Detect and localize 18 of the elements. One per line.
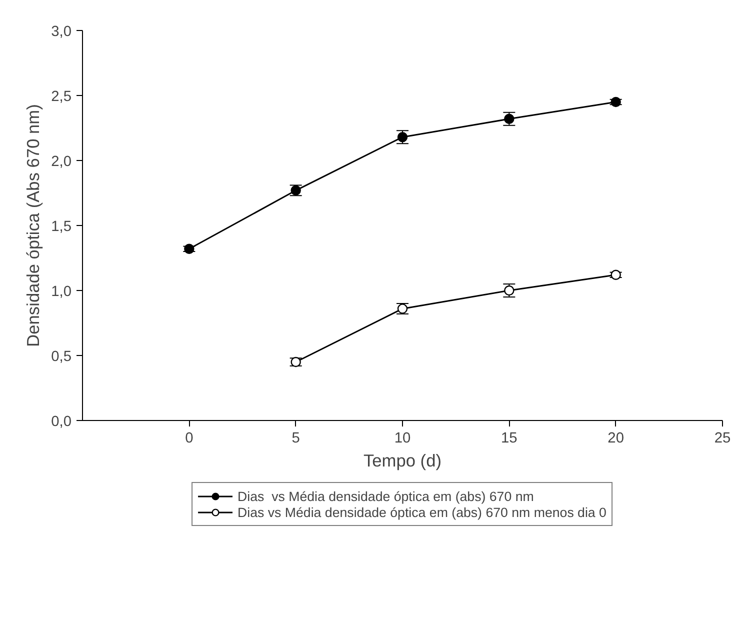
x-tick-label: 10 [394,430,411,446]
x-tick-label: 20 [608,430,624,446]
legend-label: Dias vs Média densidade óptica em (abs) 670 nm [238,488,534,504]
y-tick-label: 0,0 [51,414,72,430]
y-tick-label: 3,0 [51,24,72,40]
x-tick-label: 25 [714,430,731,446]
x-tick-label: 15 [501,430,518,446]
x-tick-label: 5 [292,430,300,446]
x-axis-title: Tempo (d) [364,450,442,470]
legend-label: Dias vs Média densidade óptica em (abs) 670 nm menos dia 0 [238,504,606,520]
y-tick-label: 1,5 [51,219,72,235]
point [184,244,194,254]
y-axis-title: Densidade óptica (Abs 670 nm) [23,104,44,347]
y-tick-label: 0,5 [51,349,72,365]
y-tick-label: 2,0 [51,154,72,170]
y-tick-label: 2,5 [51,89,72,105]
x-tick-label: 0 [185,430,194,446]
y-tick-label: 1,0 [51,284,72,300]
